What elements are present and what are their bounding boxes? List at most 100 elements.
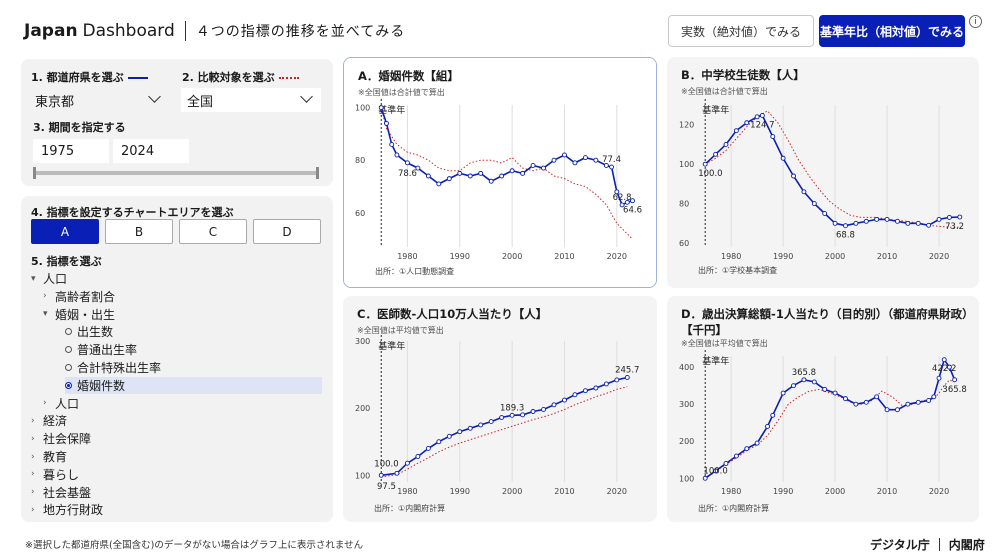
absolute-mode-button[interactable]: 実数（絶対値）でみる (668, 15, 814, 47)
chevron-down-icon (300, 90, 313, 103)
tree-item[interactable]: › 教育 (31, 448, 67, 465)
expand-right-icon[interactable]: › (43, 291, 47, 302)
data-point (957, 214, 963, 220)
data-point (384, 120, 389, 126)
tree-item[interactable]: › 地方行財政 (31, 501, 103, 518)
data-point (436, 439, 442, 445)
radio-icon[interactable] (65, 364, 72, 371)
compare-select[interactable]: 全国 (181, 88, 321, 112)
radio-selected-icon[interactable] (65, 381, 72, 389)
tree-item-label: 高齢者割合 (55, 289, 116, 304)
period-slider[interactable] (33, 171, 319, 175)
footer-note: ※選択した都道府県(全国含む)のデータがない場合はグラフ上に表示されません (25, 540, 364, 551)
data-point (832, 220, 838, 226)
data-point (733, 453, 739, 459)
expand-right-icon[interactable]: › (31, 469, 35, 480)
x-tick-label: 1980 (721, 487, 741, 496)
radio-icon[interactable] (65, 346, 72, 354)
expand-down-icon[interactable]: ▾ (43, 309, 48, 320)
data-point (754, 114, 760, 120)
tree-item-label: 婚姻・出生 (55, 307, 116, 322)
tree-item[interactable]: › 経済 (31, 412, 67, 429)
chart-card-c[interactable]: C．医師数-人口10万人当たり【人】 ※全国値は平均値で算出 出所：①内閣府計算 (343, 296, 657, 522)
compare-label-text: 2. 比較対象を選ぶ (182, 71, 275, 84)
data-point (541, 165, 546, 171)
data-label: 97.5 (377, 482, 396, 492)
chart-card-a[interactable]: A．婚姻件数【組】 ※全国値は合計値で算出 出所：①人口動態調査 (343, 57, 657, 288)
slider-handle-start[interactable] (33, 167, 36, 179)
data-label: 422.2 (932, 364, 956, 374)
prefecture-select[interactable]: 東京都 (29, 88, 169, 112)
tree-item[interactable]: 婚姻件数 (65, 376, 322, 394)
data-point (770, 134, 776, 140)
data-point (884, 216, 890, 222)
year-end-input[interactable]: 2024 (113, 139, 189, 163)
x-tick-label: 1980 (397, 252, 417, 261)
relative-mode-button[interactable]: 基準年比（相対値）でみる (819, 15, 965, 47)
data-point (905, 401, 911, 407)
tree-item-label: 合計特殊出生率 (77, 361, 162, 375)
tree-item[interactable]: › 社会基盤 (31, 484, 91, 501)
tree-item[interactable]: › 暮らし (31, 466, 79, 483)
y-tick-label: 60 (355, 209, 365, 218)
tree-item[interactable]: ▾ 人口 (31, 270, 67, 287)
data-point (770, 412, 776, 418)
area-a-button[interactable]: A (31, 219, 99, 244)
digital-agency-logo[interactable]: デジタル庁 (870, 538, 930, 552)
data-point (926, 222, 932, 228)
tree-item-label: 暮らし (43, 467, 80, 482)
data-point (530, 409, 536, 414)
data-point (630, 198, 635, 204)
data-point (582, 388, 588, 394)
data-point (603, 163, 609, 168)
expand-right-icon[interactable]: › (31, 504, 35, 515)
chart-card-d[interactable]: D．歳出決算総額-1人当たり（目的別）（都道府県財政）【千円】 ※全国値は平均値… (667, 296, 979, 522)
tree-item[interactable]: › 人口 (43, 395, 79, 412)
tree-item[interactable]: › 高齢者割合 (43, 288, 115, 305)
data-point (702, 161, 708, 167)
area-c-button[interactable]: C (179, 219, 247, 244)
tree-item-label: 地方行財政 (43, 503, 104, 518)
x-tick-label: 2000 (502, 487, 522, 496)
expand-right-icon[interactable]: › (31, 451, 35, 462)
data-point (759, 113, 765, 118)
area-b-button[interactable]: B (105, 219, 173, 244)
data-label: 245.7 (615, 365, 639, 375)
x-tick-label: 2000 (825, 487, 845, 496)
chart-card-b[interactable]: B．中学校生徒数【人】 ※全国値は合計値で算出 出所：①学校基本調査 (667, 57, 979, 288)
slider-handle-end[interactable] (316, 167, 319, 179)
data-point (509, 168, 515, 174)
y-tick-label: 120 (679, 121, 694, 130)
tree-item[interactable]: 合計特殊出生率 (65, 359, 161, 376)
data-point (946, 214, 952, 220)
data-point (478, 422, 484, 428)
x-tick-label: 2010 (877, 252, 897, 261)
expand-right-icon[interactable]: › (43, 398, 47, 409)
area-d-button[interactable]: D (253, 219, 321, 244)
tree-item[interactable]: › 社会保障 (31, 430, 91, 447)
y-tick-label: 300 (355, 337, 370, 346)
data-point (946, 364, 952, 370)
card-title: C．医師数-人口10万人当たり【人】 (357, 307, 548, 321)
tree-item[interactable]: ▾ 婚姻・出生 (43, 306, 115, 323)
info-icon[interactable]: i (969, 15, 982, 28)
expand-down-icon[interactable]: ▾ (31, 273, 36, 284)
compare-select-value: 全国 (187, 94, 214, 110)
tree-item[interactable]: 出生数 (65, 323, 113, 340)
expand-right-icon[interactable]: › (31, 433, 35, 444)
data-point (733, 128, 739, 134)
year-start-input[interactable]: 1975 (33, 139, 109, 163)
data-point (562, 397, 567, 403)
expand-right-icon[interactable]: › (31, 415, 35, 426)
data-label: 68.8 (836, 231, 855, 241)
cabinet-office-logo[interactable]: 内閣府 (948, 538, 985, 552)
radio-icon[interactable] (65, 328, 72, 336)
tree-item[interactable]: 普通出生率 (65, 341, 137, 358)
brand-logo: Japan (24, 21, 78, 41)
tree-item-label: 婚姻件数 (77, 378, 126, 393)
expand-right-icon[interactable]: › (31, 487, 35, 498)
data-point (744, 446, 750, 452)
page-header: Japan Dashboard ４つの指標の推移を並べてみる (24, 18, 405, 44)
data-point (499, 173, 505, 179)
card-source: 出所：①内閣府計算 (374, 504, 446, 513)
